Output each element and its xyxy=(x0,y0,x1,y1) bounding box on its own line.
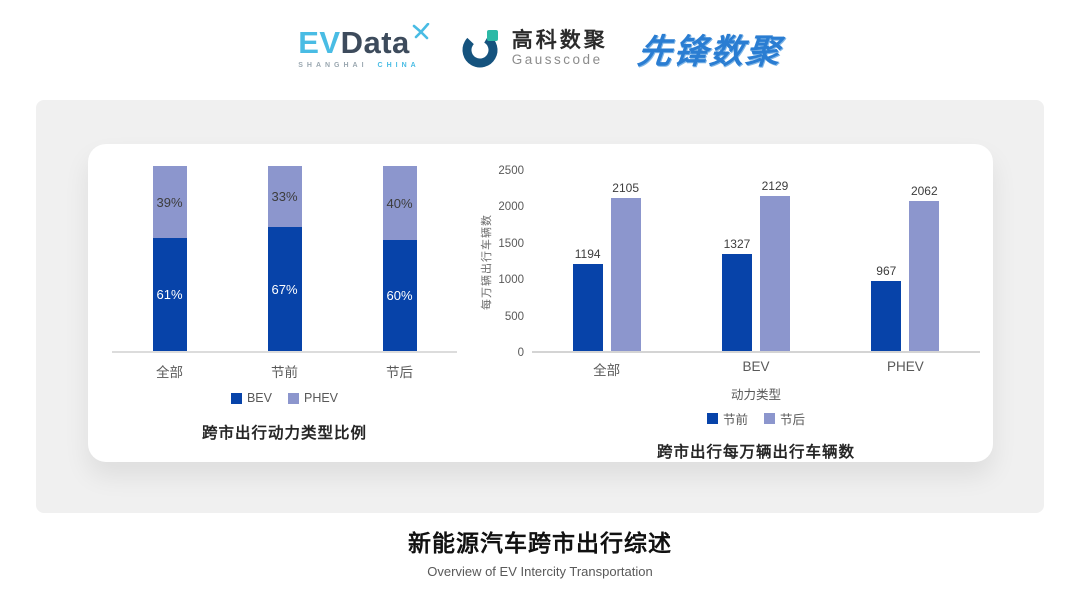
bar-segment-label: 39% xyxy=(156,194,183,210)
value-label: 967 xyxy=(876,263,897,278)
bar-segment-phev: 33% xyxy=(267,166,302,228)
category-label: 全部 xyxy=(593,363,621,378)
bar-segment-label: 61% xyxy=(156,287,183,303)
gausscode-logo: 高科数聚 Gausscode xyxy=(460,26,608,70)
bar xyxy=(721,254,752,351)
bar-segment-label: 40% xyxy=(386,195,413,211)
evdata-shanghai-text: SHANGHAI xyxy=(298,62,368,69)
legend-label: PHEV xyxy=(303,391,339,405)
plot-wrapper: 每万辆出行车辆数 0 500 1000 1500 2000 2500 1194 2105 13… xyxy=(478,160,983,359)
value-label: 2129 xyxy=(761,179,789,194)
category-label: BEV xyxy=(742,359,770,374)
stacked-bar-节前: 33% 67% xyxy=(267,166,302,351)
chart-title: 跨市出行每万辆出行车辆数 xyxy=(656,444,855,461)
legend-label: 节前 xyxy=(722,413,748,427)
y-axis-tick-label: 500 xyxy=(504,310,524,323)
charts-panel: 39% 61% 33% 67% 40% 60% 全部 节前 节后 BEV PHEV 跨市出行动力… xyxy=(88,144,993,462)
legend-swatch xyxy=(230,392,242,404)
bar-group-BEV: 1327 2129 xyxy=(721,179,790,351)
bar-segment-phev: 39% xyxy=(152,166,187,239)
bar-节后: 2062 xyxy=(909,183,940,351)
bar xyxy=(610,197,641,351)
value-label: 1194 xyxy=(574,247,601,262)
bar xyxy=(572,264,603,351)
gausscode-text: 高科数聚 Gausscode xyxy=(512,29,608,68)
value-label: 1327 xyxy=(723,237,751,252)
bar xyxy=(759,196,790,351)
y-axis-ticks: 0 500 1000 1500 2000 2500 xyxy=(478,165,524,359)
legend-swatch xyxy=(764,413,775,424)
xianfeng-logo: 先锋数聚 xyxy=(635,32,784,71)
evdata-ev-text: EV xyxy=(298,25,341,60)
gausscode-cn-text: 高科数聚 xyxy=(511,28,608,52)
legend-item: PHEV xyxy=(287,391,339,405)
value-label: 2062 xyxy=(910,183,938,198)
gausscode-en-text: Gausscode xyxy=(511,51,603,67)
bar-segment-phev: 40% xyxy=(382,166,417,240)
y-axis-tick-label: 0 xyxy=(517,347,524,359)
sparkle-x-icon xyxy=(412,23,430,40)
evdata-logo: EV Data SHANGHAI CHINA xyxy=(298,23,430,69)
category-label: 节前 xyxy=(271,365,298,380)
category-label: 全部 xyxy=(156,365,183,380)
category-label: 节后 xyxy=(386,365,413,380)
y-axis-tick-label: 1500 xyxy=(498,237,524,250)
evdata-data-text: Data xyxy=(340,25,410,60)
bar-segment-label: 33% xyxy=(271,189,298,205)
category-label: PHEV xyxy=(886,359,924,374)
footer: 新能源汽车跨市出行综述 Overview of EV Intercity Tra… xyxy=(0,524,1080,579)
bar-节后: 2129 xyxy=(759,179,790,351)
logo-header: EV Data SHANGHAI CHINA 高科数聚 Gausscode 先锋… xyxy=(0,0,1080,96)
bar-group-PHEV: 967 2062 xyxy=(871,183,940,351)
legend: BEV PHEV xyxy=(112,381,457,405)
y-axis-tick-label: 1000 xyxy=(498,274,524,287)
legend-item: 节前 xyxy=(706,409,748,428)
bar-segment-bev: 67% xyxy=(267,227,302,351)
legend-label: BEV xyxy=(246,391,272,405)
bar-节后: 2105 xyxy=(610,180,641,351)
content-card: 39% 61% 33% 67% 40% 60% 全部 节前 节后 BEV PHEV 跨市出行动力… xyxy=(36,100,1044,513)
evdata-china-text: CHINA xyxy=(377,62,420,69)
evdata-wordmark: EV Data xyxy=(298,23,430,60)
bar-segment-label: 67% xyxy=(271,281,298,297)
gausscode-g-icon xyxy=(462,30,498,68)
value-label: 2105 xyxy=(612,180,639,195)
bar-group-全部: 1194 2105 xyxy=(572,180,641,351)
grouped-bar-chart: 每万辆出行车辆数 0 500 1000 1500 2000 2500 1194 2105 13… xyxy=(478,160,983,462)
x-axis-categories: 全部 BEV PHEV xyxy=(532,353,980,379)
stacked-bar-节后: 40% 60% xyxy=(382,166,417,351)
page-title: 新能源汽车跨市出行综述 xyxy=(408,530,672,556)
legend-swatch xyxy=(287,392,299,404)
bar-节前: 1327 xyxy=(721,237,752,351)
bar xyxy=(871,280,902,351)
y-axis-tick-label: 2500 xyxy=(498,165,524,177)
stacked-bar-全部: 39% 61% xyxy=(152,166,187,351)
stacked-bar-chart: 39% 61% 33% 67% 40% 60% 全部 节前 节后 BEV PHEV 跨市出行动力… xyxy=(112,166,457,443)
legend-item: 节后 xyxy=(764,409,805,428)
evdata-subtitle: SHANGHAI CHINA xyxy=(298,62,419,69)
bar xyxy=(909,200,940,351)
x-axis-label: 动力类型 xyxy=(730,388,781,402)
y-axis-tick-label: 2000 xyxy=(498,201,524,214)
bar-节前: 967 xyxy=(871,263,902,351)
legend-swatch xyxy=(706,413,718,424)
plot-area: 39% 61% 33% 67% 40% 60% xyxy=(112,166,457,353)
chart-title: 跨市出行动力类型比例 xyxy=(201,425,367,442)
x-axis-categories: 全部 节前 节后 xyxy=(112,353,457,381)
legend-item: BEV xyxy=(230,391,272,405)
bar-segment-bev: 61% xyxy=(152,238,187,351)
legend: 节前 节后 xyxy=(532,403,980,428)
page-subtitle: Overview of EV Intercity Transportation xyxy=(427,564,653,579)
bar-segment-bev: 60% xyxy=(382,240,417,351)
bar-segment-label: 60% xyxy=(386,288,413,303)
legend-label: 节后 xyxy=(780,413,806,427)
plot-area: 1194 2105 1327 2129 967 2062 xyxy=(532,171,980,353)
bar-节前: 1194 xyxy=(572,247,603,351)
